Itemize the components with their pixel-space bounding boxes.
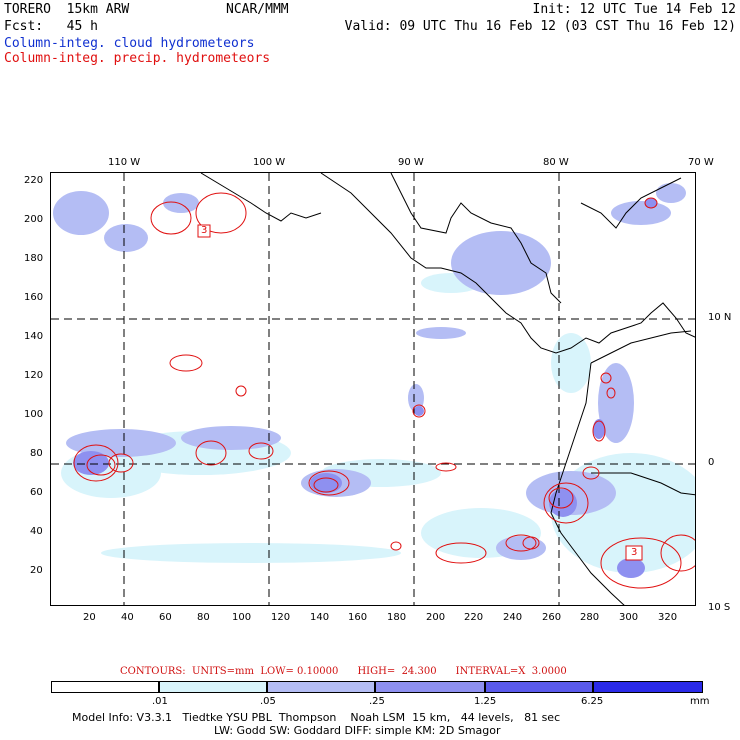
institution-label: NCAR/MMM bbox=[226, 2, 289, 17]
x-tick-label: 80 bbox=[197, 612, 210, 623]
lat-label: 10 N bbox=[708, 312, 732, 323]
y-tick-label: 120 bbox=[24, 370, 44, 381]
lat-label: 0 bbox=[708, 457, 715, 468]
map-canvas bbox=[51, 173, 695, 605]
colorbar-units: mm bbox=[690, 696, 710, 707]
colorbar-label: .05 bbox=[260, 696, 276, 707]
contour-marker-label: 3 bbox=[631, 547, 638, 558]
lon-label: 90 W bbox=[398, 157, 424, 168]
colorbar-segment bbox=[593, 681, 703, 693]
x-tick-label: 20 bbox=[83, 612, 96, 623]
grid-lines bbox=[51, 173, 695, 605]
valid-time: Valid: 09 UTC Thu 16 Feb 12 (03 CST Thu … bbox=[344, 19, 736, 34]
x-tick-label: 40 bbox=[121, 612, 134, 623]
x-tick-label: 100 bbox=[232, 612, 252, 623]
x-tick-label: 120 bbox=[271, 612, 291, 623]
cloud-fill-strong bbox=[73, 198, 657, 578]
contour-markers bbox=[197, 224, 643, 561]
y-tick-label: 180 bbox=[24, 253, 44, 264]
x-tick-label: 300 bbox=[619, 612, 639, 623]
colorbar-label: 6.25 bbox=[581, 696, 604, 707]
lat-label: 10 S bbox=[708, 602, 731, 613]
contour-info: CONTOURS: UNITS=mm LOW= 0.10000 HIGH= 24… bbox=[120, 666, 567, 677]
forecast-hour: Fcst: 45 h bbox=[4, 19, 98, 34]
field-cloud-label: Column-integ. cloud hydrometeors bbox=[4, 36, 255, 51]
contour-marker-label: 3 bbox=[201, 225, 208, 236]
model-title: TORERO 15km ARW bbox=[4, 2, 130, 17]
cloud-fill-medium bbox=[53, 183, 686, 560]
colorbar-segment bbox=[375, 681, 485, 693]
x-tick-label: 320 bbox=[658, 612, 678, 623]
x-tick-label: 240 bbox=[503, 612, 523, 623]
precip-contours bbox=[73, 192, 695, 589]
map-panel: 3 3 bbox=[50, 172, 696, 606]
colorbar-segment bbox=[485, 681, 593, 693]
x-tick-label: 140 bbox=[310, 612, 330, 623]
coastline bbox=[200, 173, 695, 605]
y-tick-label: 20 bbox=[30, 565, 43, 576]
colorbar-segment bbox=[159, 681, 267, 693]
x-tick-label: 60 bbox=[159, 612, 172, 623]
lon-label: 100 W bbox=[253, 157, 286, 168]
y-tick-label: 220 bbox=[24, 175, 44, 186]
y-tick-label: 80 bbox=[30, 448, 43, 459]
lon-label: 70 W bbox=[688, 157, 714, 168]
x-tick-label: 160 bbox=[348, 612, 368, 623]
y-tick-label: 200 bbox=[24, 214, 44, 225]
x-tick-label: 220 bbox=[464, 612, 484, 623]
field-precip-label: Column-integ. precip. hydrometeors bbox=[4, 51, 271, 66]
model-info-line2: LW: Godd SW: Goddard DIFF: simple KM: 2D… bbox=[214, 724, 501, 737]
y-tick-label: 160 bbox=[24, 292, 44, 303]
model-info-line1: Model Info: V3.3.1 Tiedtke YSU PBL Thomp… bbox=[72, 711, 561, 724]
x-tick-label: 280 bbox=[580, 612, 600, 623]
x-tick-label: 260 bbox=[542, 612, 562, 623]
x-tick-label: 180 bbox=[387, 612, 407, 623]
colorbar-segment bbox=[51, 681, 159, 693]
y-tick-label: 100 bbox=[24, 409, 44, 420]
y-tick-label: 40 bbox=[30, 526, 43, 537]
lon-label: 80 W bbox=[543, 157, 569, 168]
colorbar-label: .25 bbox=[369, 696, 385, 707]
x-tick-label: 200 bbox=[426, 612, 446, 623]
colorbar-segment bbox=[267, 681, 375, 693]
y-tick-label: 140 bbox=[24, 331, 44, 342]
init-time: Init: 12 UTC Tue 14 Feb 12 bbox=[532, 2, 737, 17]
y-tick-label: 60 bbox=[30, 487, 43, 498]
colorbar-label: .01 bbox=[152, 696, 168, 707]
colorbar-label: 1.25 bbox=[474, 696, 497, 707]
lon-label: 110 W bbox=[108, 157, 141, 168]
